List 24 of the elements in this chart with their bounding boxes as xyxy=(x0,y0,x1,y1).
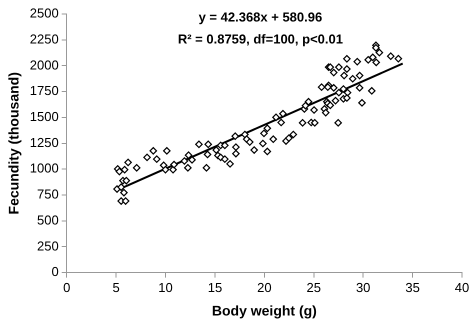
annotation: y = 42.368x + 580.96 xyxy=(198,10,322,25)
y-tick-label: 0 xyxy=(51,264,59,280)
x-tick-label: 35 xyxy=(405,280,420,295)
y-tick-label: 1000 xyxy=(30,160,59,176)
y-axis-title: Fecundity (thousand) xyxy=(5,72,22,214)
y-tick-label: 2000 xyxy=(30,57,59,72)
annotation: R² = 0.8759, df=100, p<0.01 xyxy=(178,32,343,47)
y-tick-label: 500 xyxy=(37,212,59,228)
y-tick-label: 1750 xyxy=(30,83,59,98)
y-tick-label: 2500 xyxy=(30,6,59,21)
y-tick-label: 2250 xyxy=(30,31,59,46)
x-axis-title: Body weight (g) xyxy=(212,302,317,318)
x-tick-label: 15 xyxy=(208,280,222,295)
x-tick-label: 5 xyxy=(112,280,120,295)
y-tick-label: 750 xyxy=(37,186,59,202)
x-tick-label: 30 xyxy=(356,280,370,295)
x-tick-label: 25 xyxy=(306,280,322,295)
x-tick-label: 20 xyxy=(257,280,272,295)
y-tick-label: 1250 xyxy=(30,134,59,150)
x-tick-label: 0 xyxy=(63,280,70,295)
x-tick-label: 10 xyxy=(158,280,173,295)
y-tick-label: 250 xyxy=(37,238,59,254)
x-tick-label: 40 xyxy=(454,280,470,295)
y-tick-label: 1500 xyxy=(30,109,59,124)
